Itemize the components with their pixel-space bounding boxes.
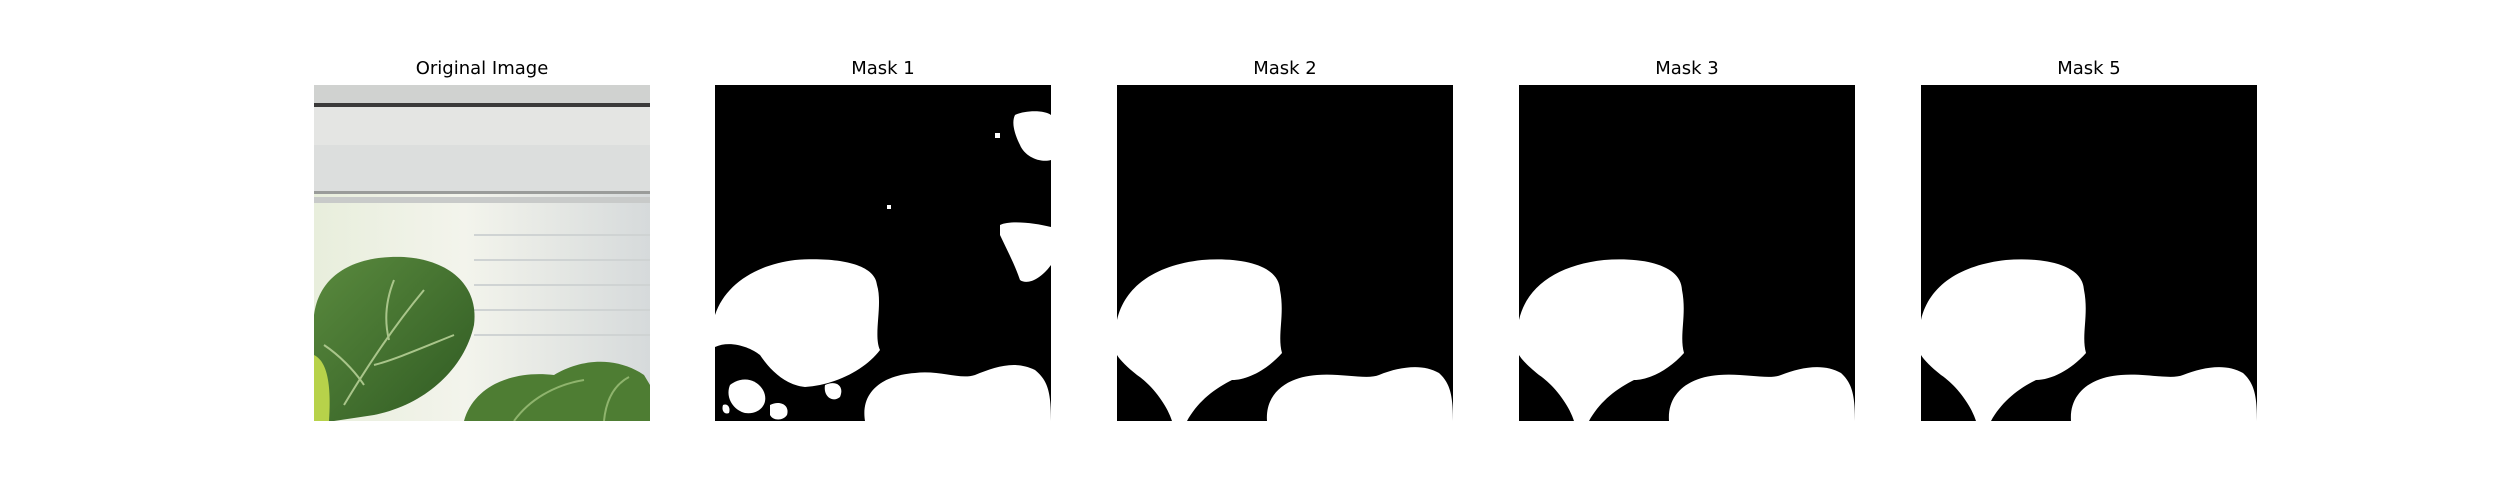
mask-3-panel xyxy=(1519,85,1855,421)
panel-title-mask-3: Mask 3 xyxy=(1655,58,1719,79)
mask-1-panel xyxy=(715,85,1051,421)
panel-title-original: Original Image xyxy=(415,58,549,79)
mask-5-image xyxy=(1921,85,2257,421)
panel-title-mask-5: Mask 5 xyxy=(2057,58,2121,79)
mask-2-panel xyxy=(1117,85,1453,421)
leaf-left-icon xyxy=(314,256,475,421)
mask-5-panel xyxy=(1921,85,2257,421)
leaf-right-icon xyxy=(464,361,650,421)
original-image xyxy=(314,85,650,421)
mask-3-image xyxy=(1519,85,1855,421)
panel-title-mask-2: Mask 2 xyxy=(1253,58,1317,79)
panel-title-mask-1: Mask 1 xyxy=(851,58,915,79)
mask-2-image xyxy=(1117,85,1453,421)
mask-1-image xyxy=(715,85,1051,421)
original-image-panel xyxy=(314,85,650,421)
